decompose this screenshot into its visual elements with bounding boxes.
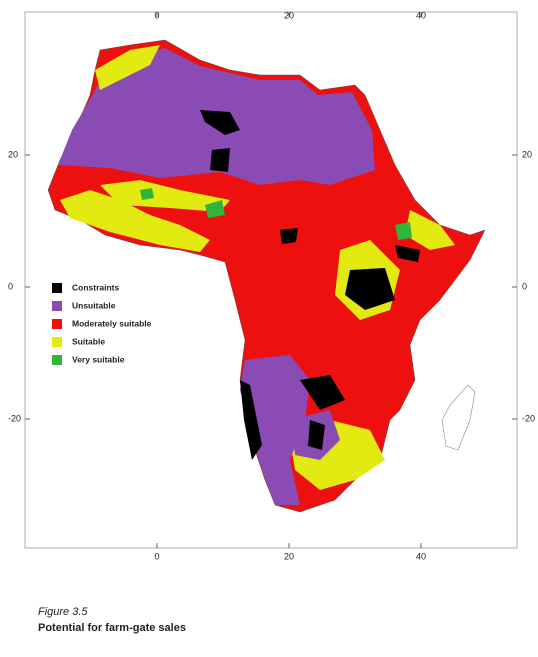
right-tick-label: 20 <box>522 149 532 159</box>
right-tick-label: 0 <box>522 281 527 291</box>
legend-swatch <box>52 355 62 365</box>
west-africa-yellow <box>60 190 210 252</box>
left-tick-label: 0 <box>8 281 13 291</box>
legend-swatch <box>52 337 62 347</box>
legend-label: Unsuitable <box>72 300 116 310</box>
legend-label: Moderately suitable <box>72 318 152 328</box>
bottom-tick-label: 40 <box>416 551 426 561</box>
figure-number: Figure 3.5 <box>38 606 88 618</box>
sahel-yellow <box>100 180 230 212</box>
right-tick-label: -20 <box>522 413 535 423</box>
constraint-patch <box>300 375 345 410</box>
green-patch <box>205 200 225 218</box>
left-tick-label: -20 <box>8 413 21 423</box>
constraint-patch <box>395 245 420 262</box>
southwest-purple <box>240 355 310 505</box>
africa-map <box>47 39 486 513</box>
constraint-patch <box>210 148 230 172</box>
bottom-tick-label: 20 <box>284 551 294 561</box>
legend-swatch <box>52 301 62 311</box>
legend-swatch <box>52 319 62 329</box>
madagascar <box>441 384 476 451</box>
map-frame <box>24 11 518 549</box>
constraint-patch <box>240 380 262 460</box>
figure-title: Potential for farm-gate sales <box>38 622 186 634</box>
green-patch <box>395 222 412 240</box>
legend-label: Very suitable <box>72 354 125 364</box>
legend: Constraints Unsuitable Moderately suitable… <box>52 282 152 365</box>
legend-label: Suitable <box>72 336 105 346</box>
constraint-patch <box>280 228 298 244</box>
horn-yellow <box>405 210 455 250</box>
green-patch <box>140 188 154 200</box>
bottom-tick-label: 0 <box>154 551 159 561</box>
constraint-patch <box>308 420 325 450</box>
constraint-patch <box>200 110 240 135</box>
legend-swatch <box>52 283 62 293</box>
left-tick-label: 20 <box>8 149 18 159</box>
legend-label: Constraints <box>72 282 120 292</box>
constraint-patch <box>345 268 395 310</box>
maghreb-yellow <box>95 45 160 90</box>
